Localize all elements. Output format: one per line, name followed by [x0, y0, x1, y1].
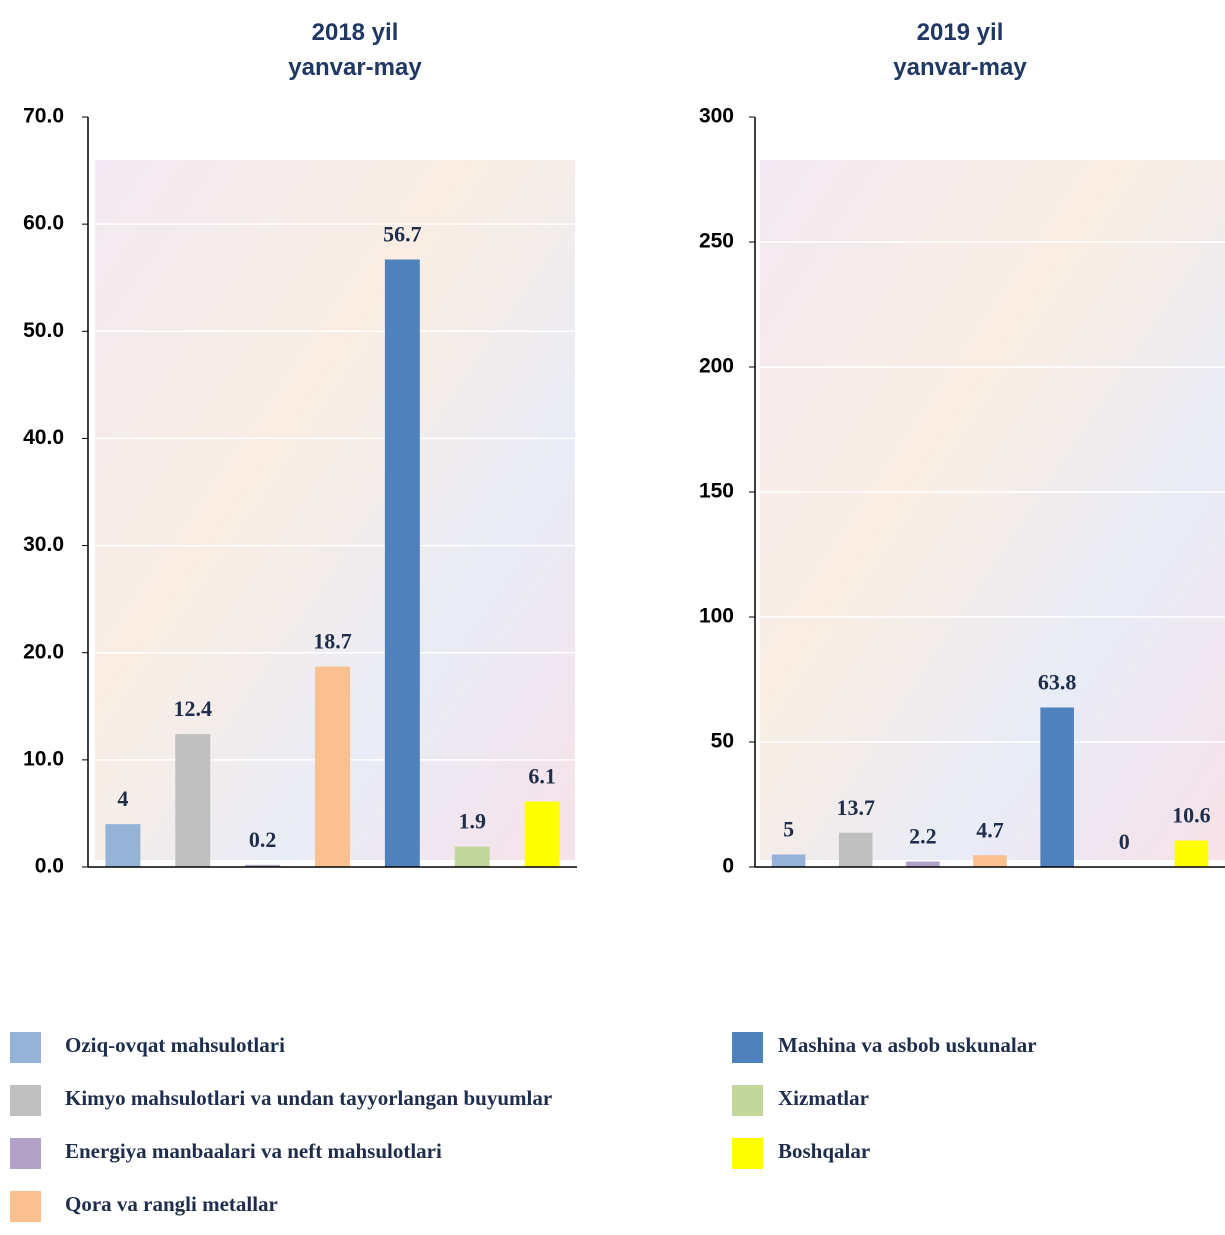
bar: [175, 734, 211, 867]
chart-title: 2019 yil: [917, 19, 1004, 46]
bar: [1040, 707, 1074, 867]
y-tick-label: 50: [711, 730, 734, 753]
value-label: 0: [1119, 829, 1130, 854]
value-label: 0.2: [249, 827, 277, 852]
legend-swatch: [10, 1191, 41, 1222]
legend-swatch: [10, 1032, 41, 1063]
bar: [454, 846, 490, 867]
value-label: 4: [117, 786, 128, 811]
value-label: 63.8: [1038, 670, 1077, 695]
value-label: 10.6: [1172, 803, 1211, 828]
bar: [906, 861, 940, 867]
y-tick-label: 150: [699, 480, 734, 503]
legend-swatch: [732, 1032, 763, 1063]
y-tick-label: 300: [699, 105, 734, 128]
value-label: 12.4: [174, 696, 213, 721]
legend-label: Mashina va asbob uskunalar: [778, 1033, 1037, 1057]
legend-label: Oziq-ovqat mahsulotlari: [65, 1033, 285, 1057]
legend-swatch: [732, 1138, 763, 1169]
y-tick-label: 10.0: [23, 747, 64, 770]
value-label: 56.7: [383, 222, 422, 247]
value-label: 5: [783, 817, 794, 842]
bar: [315, 666, 350, 867]
y-tick-label: 60.0: [23, 212, 64, 235]
y-tick-label: 250: [699, 230, 734, 253]
value-label: 13.7: [836, 795, 875, 820]
value-label: 6.1: [528, 764, 556, 789]
chart-title: yanvar-may: [288, 54, 422, 81]
y-tick-label: 0.0: [35, 855, 64, 878]
legend-label: Xizmatlar: [778, 1086, 869, 1110]
legend-label: Energiya manbaalari va neft mahsulotlari: [65, 1139, 442, 1163]
y-tick-label: 70.0: [23, 105, 64, 128]
value-label: 18.7: [313, 629, 352, 654]
legend-swatch: [10, 1085, 41, 1116]
bar: [245, 864, 281, 867]
value-label: 4.7: [976, 817, 1004, 842]
value-label: 1.9: [458, 809, 486, 834]
y-tick-label: 200: [699, 355, 734, 378]
bar: [105, 824, 141, 867]
bar: [384, 259, 420, 867]
y-tick-label: 0: [722, 855, 734, 878]
bar: [1174, 840, 1209, 867]
y-tick-label: 50.0: [23, 319, 64, 342]
legend-swatch: [732, 1085, 763, 1116]
legend-label: Kimyo mahsulotlari va undan tayyorlangan…: [65, 1086, 552, 1110]
bar: [524, 801, 560, 867]
bar: [838, 832, 873, 867]
chart-title: yanvar-may: [893, 54, 1027, 81]
y-tick-label: 30.0: [23, 533, 64, 556]
y-tick-label: 100: [699, 605, 734, 628]
y-tick-label: 20.0: [23, 640, 64, 663]
legend-label: Qora va rangli metallar: [65, 1192, 278, 1216]
chart-title: 2018 yil: [312, 19, 399, 46]
bar: [973, 855, 1007, 867]
bar: [771, 854, 806, 867]
legend-label: Boshqalar: [778, 1139, 870, 1163]
legend-swatch: [10, 1138, 41, 1169]
map-background: [760, 160, 1225, 860]
value-label: 2.2: [909, 824, 937, 849]
y-tick-label: 40.0: [23, 426, 64, 449]
